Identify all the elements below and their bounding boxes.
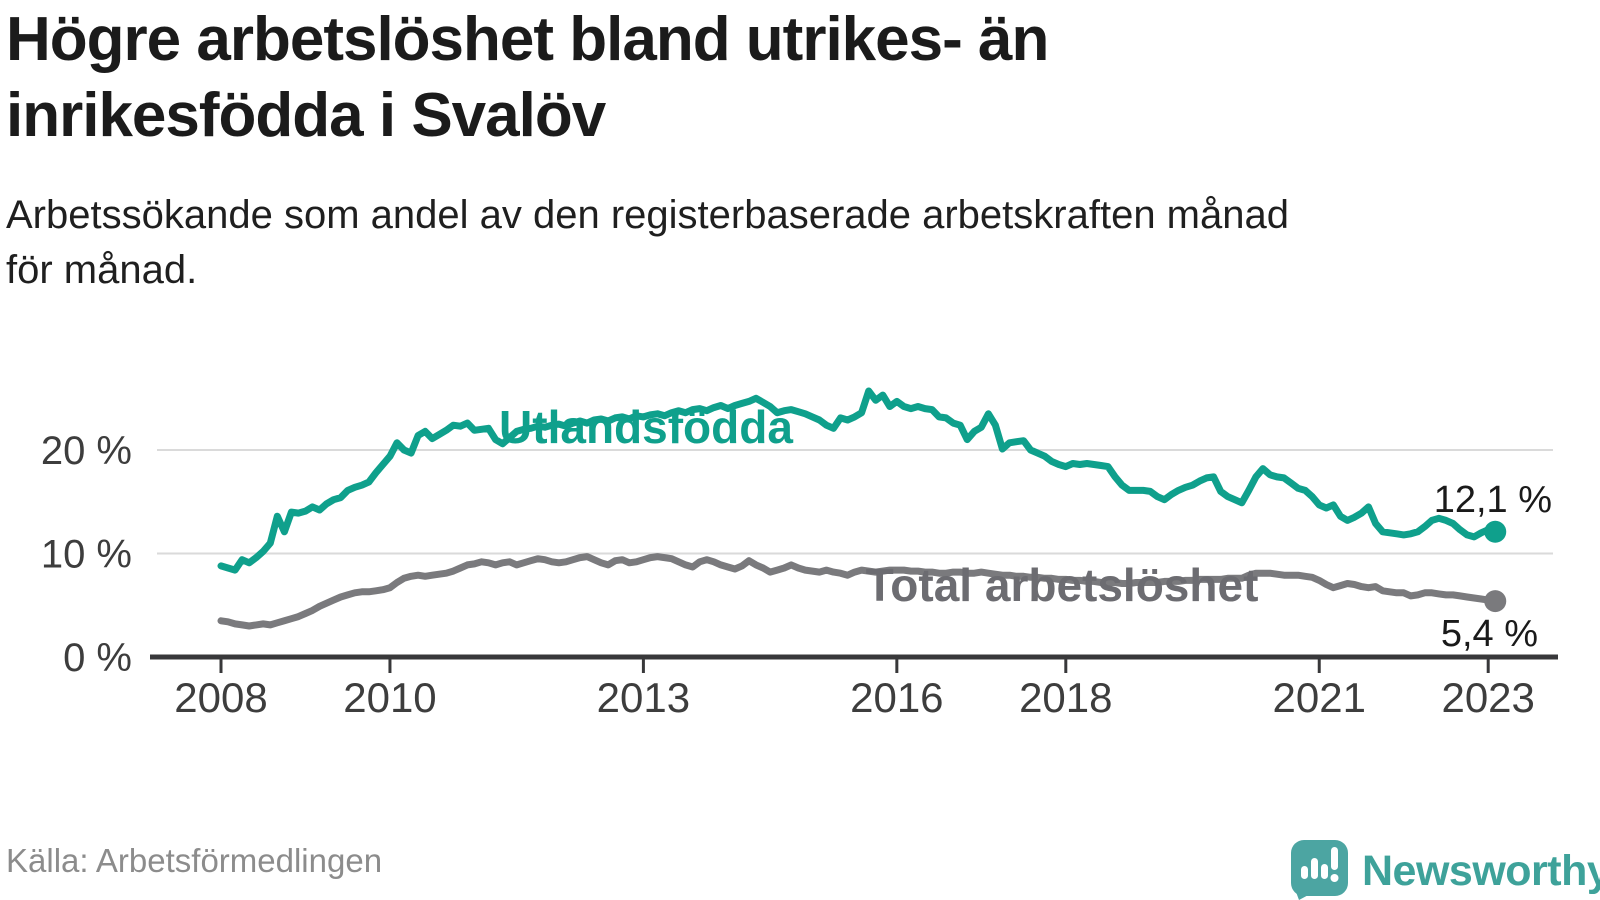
x-axis-label-2008: 2008	[174, 674, 267, 721]
x-axis-label-2010: 2010	[343, 674, 436, 721]
source-text: Källa: Arbetsförmedlingen	[6, 842, 383, 879]
logo-bar-2	[1311, 858, 1318, 879]
end-value-label-total-arbetsl-shet: 5,4 %	[1441, 613, 1538, 655]
logo-exclamation-dot	[1330, 874, 1339, 882]
series-line-total-arbetsl-shet	[217, 553, 1499, 630]
x-axis-label-2021: 2021	[1273, 674, 1366, 721]
end-value-label-utlandsf-dda: 12,1 %	[1434, 479, 1552, 521]
end-dot-utlandsf-dda	[1484, 520, 1507, 543]
logo-bar-1	[1301, 866, 1308, 879]
series-line-utlandsf-dda	[217, 387, 1499, 574]
title-line-1: Högre arbetslöshet bland utrikes- än	[6, 5, 1049, 74]
subtitle-line-1: Arbetssökande som andel av den registerb…	[6, 193, 1289, 237]
subtitle-line-2: för månad.	[6, 248, 198, 293]
x-axis-label-2013: 2013	[597, 674, 690, 721]
series-label-total-arbetsl-shet: Total arbetslöshet	[866, 559, 1259, 611]
series-label-utlandsf-dda: Utlandsfödda	[499, 401, 793, 453]
brand-text: Newsworthy	[1362, 847, 1600, 895]
page-title: Högre arbetslöshet bland utrikes- än inr…	[6, 2, 1049, 153]
x-axis-label-2016: 2016	[850, 674, 943, 721]
x-axis-label-2023: 2023	[1441, 674, 1534, 721]
logo-exclamation-bar	[1331, 847, 1338, 870]
y-axis-label-10: 10 %	[41, 533, 132, 577]
chart-subtitle: Arbetssökande som andel av den registerb…	[6, 188, 1289, 298]
end-dot-total-arbetsl-shet	[1484, 590, 1507, 613]
newsworthy-logo-icon	[1291, 840, 1348, 900]
title-line-2: inrikesfödda i Svalöv	[6, 80, 606, 150]
x-axis-label-2018: 2018	[1019, 674, 1112, 721]
logo-bar-3	[1321, 864, 1328, 879]
y-axis-label-0: 0 %	[63, 636, 132, 680]
logo-bubble	[1291, 840, 1348, 896]
y-axis-label-20: 20 %	[41, 429, 132, 473]
logo-bubble-tail	[1296, 892, 1314, 900]
